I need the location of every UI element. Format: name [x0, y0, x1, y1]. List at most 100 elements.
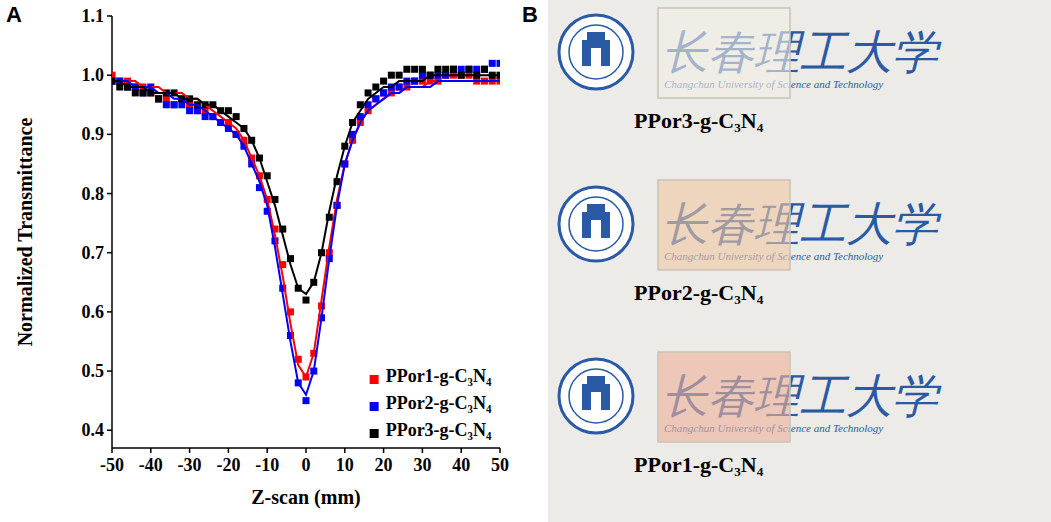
x-tick [266, 448, 268, 453]
data-point [380, 78, 387, 85]
logo-building [587, 376, 605, 384]
data-point [171, 101, 178, 108]
data-point [186, 107, 193, 114]
logo-ring [569, 197, 623, 251]
data-point [419, 66, 426, 73]
legend-label: PPor3-g-C₃N₄ [386, 420, 492, 440]
logo-ring [569, 25, 623, 79]
data-point [380, 89, 387, 96]
data-point [116, 84, 123, 91]
y-tick-label: 1.1 [82, 6, 105, 26]
x-tick [383, 448, 385, 453]
logo-building [587, 32, 605, 40]
plot-data [112, 60, 500, 404]
sample-row: 长春理工大学Changchun University of Science an… [559, 352, 942, 477]
x-tick-label: 0 [302, 455, 311, 475]
sample-label: PPor1-g-C₃N₄ [634, 452, 764, 477]
logo-door [591, 392, 601, 410]
data-point [372, 84, 379, 91]
sample-glass [658, 8, 790, 98]
x-tick [422, 448, 424, 453]
logo-door [591, 220, 601, 238]
logo-building [582, 40, 610, 66]
x-axis-title: Z-scan (mm) [251, 486, 360, 509]
logo-ring [559, 15, 633, 89]
data-point [497, 60, 501, 67]
data-point [163, 101, 170, 108]
figure: A-50-40-30-20-10010203040500.40.50.60.70… [0, 0, 1051, 522]
legend-item: PPor1-g-C₃N₄ [370, 366, 492, 386]
data-point [380, 89, 387, 96]
y-tick [107, 252, 112, 254]
y-axis-title: Normalized Transmittance [14, 118, 36, 347]
x-tick [460, 448, 462, 453]
sample-label: PPor2-g-C₃N₄ [634, 280, 764, 305]
data-point [132, 89, 139, 96]
legend-marker [370, 402, 379, 411]
data-point [481, 66, 488, 73]
data-point [225, 107, 232, 114]
data-point [396, 84, 403, 91]
logo-ring [569, 369, 623, 423]
y-tick-label: 0.7 [82, 243, 105, 263]
legend-marker [370, 429, 379, 438]
logo-building [582, 212, 610, 238]
data-point [303, 397, 310, 404]
data-point [403, 66, 410, 73]
data-point [465, 66, 472, 73]
x-tick-label: -30 [178, 455, 202, 475]
x-tick [305, 448, 307, 453]
data-point [396, 84, 403, 91]
x-tick [189, 448, 191, 453]
y-tick-label: 0.9 [82, 124, 105, 144]
y-tick-label: 0.6 [82, 302, 105, 322]
y-tick [107, 134, 112, 136]
x-tick [228, 448, 230, 453]
y-tick [107, 429, 112, 431]
logo-building [582, 384, 610, 410]
logo-ring [559, 359, 633, 433]
legend-item: PPor2-g-C₃N₄ [370, 393, 492, 413]
logo-ring [559, 187, 633, 261]
y-tick [107, 74, 112, 76]
sample-glass [658, 352, 790, 442]
legend: PPor1-g-C₃N₄ PPor2-g-C₃N₄ PPor3-g-C₃N₄ [370, 366, 492, 440]
sample-glass [658, 180, 790, 270]
data-point [140, 89, 147, 96]
data-point [481, 66, 488, 73]
fit-line [112, 81, 500, 377]
fit-line [112, 75, 500, 294]
logo-door [591, 48, 601, 66]
data-point [489, 60, 496, 67]
data-point [233, 113, 240, 120]
x-tick-label: 50 [491, 455, 509, 475]
data-point [365, 89, 372, 96]
x-tick [499, 448, 501, 453]
x-tick-label: -10 [255, 455, 279, 475]
logo-building [587, 204, 605, 212]
sample-label: PPor3-g-C₃N₄ [634, 108, 764, 133]
data-point [388, 72, 395, 79]
legend-label: PPor1-g-C₃N₄ [386, 366, 492, 386]
y-tick [107, 311, 112, 313]
data-point [171, 101, 178, 108]
x-tick-label: 10 [336, 455, 354, 475]
y-tick-label: 0.4 [82, 420, 105, 440]
data-point [434, 66, 441, 73]
data-point [155, 95, 162, 102]
x-tick-label: -40 [139, 455, 163, 475]
legend-marker [370, 375, 379, 384]
data-point [396, 72, 403, 79]
data-point [303, 297, 310, 304]
y-tick-label: 0.8 [82, 184, 105, 204]
data-point [372, 95, 379, 102]
x-tick-label: 30 [413, 455, 431, 475]
legend-label: PPor2-g-C₃N₄ [386, 393, 492, 413]
x-tick [150, 448, 152, 453]
sample-row: 长春理工大学Changchun University of Science an… [559, 8, 942, 133]
panel-label: B [522, 2, 538, 27]
data-point [450, 66, 457, 73]
legend-item: PPor3-g-C₃N₄ [370, 420, 492, 440]
y-tick-label: 0.5 [82, 361, 105, 381]
panel-label: A [6, 2, 22, 27]
